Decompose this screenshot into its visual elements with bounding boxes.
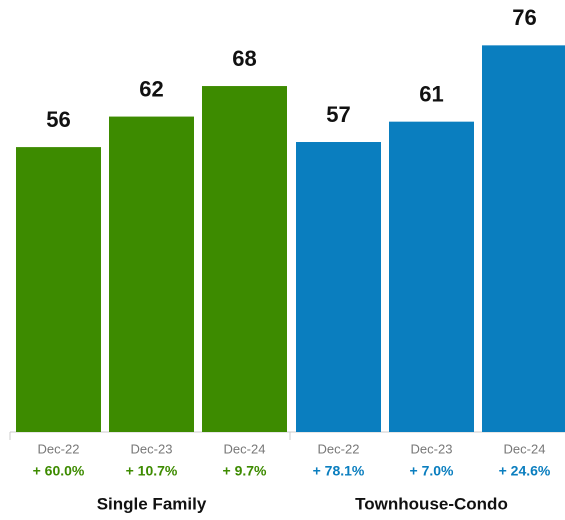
bar (482, 45, 565, 432)
x-tick-label: Dec-24 (224, 441, 266, 456)
value-label: 56 (46, 107, 70, 132)
x-tick-label: Dec-22 (38, 441, 80, 456)
x-tick-label: Dec-23 (131, 441, 173, 456)
value-label: 61 (419, 81, 443, 106)
bar (109, 116, 194, 432)
bar (202, 86, 287, 433)
change-label: + 10.7% (126, 463, 178, 479)
change-label: + 24.6% (499, 463, 551, 479)
group-label: Single Family (97, 494, 207, 513)
bar (296, 142, 381, 432)
x-tick-label: Dec-24 (504, 441, 546, 456)
value-label: 76 (512, 5, 536, 30)
change-label: + 9.7% (223, 463, 268, 479)
bar (389, 121, 474, 432)
value-label: 57 (326, 102, 350, 127)
bar (16, 147, 101, 432)
group-label: Townhouse-Condo (355, 494, 508, 513)
change-label: + 7.0% (410, 463, 455, 479)
change-label: + 78.1% (313, 463, 365, 479)
value-label: 68 (232, 46, 256, 71)
value-label: 62 (139, 76, 163, 101)
change-label: + 60.0% (33, 463, 85, 479)
x-tick-label: Dec-22 (318, 441, 360, 456)
x-tick-label: Dec-23 (411, 441, 453, 456)
